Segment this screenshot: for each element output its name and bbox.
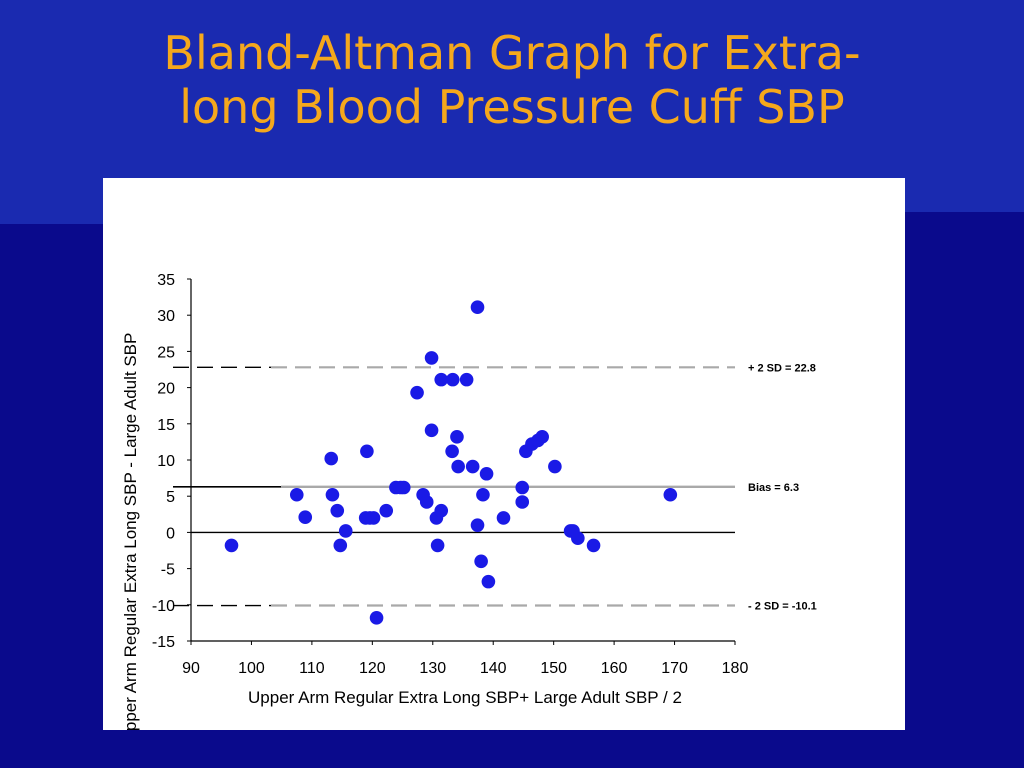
data-point: [445, 372, 460, 387]
data-point: [481, 574, 496, 589]
data-point: [424, 423, 439, 438]
data-point: [459, 372, 474, 387]
data-point: [470, 300, 485, 315]
data-point: [224, 538, 239, 553]
x-tick-label: 100: [238, 660, 265, 677]
y-tick-label: 20: [157, 381, 175, 398]
data-point: [515, 495, 530, 509]
data-point: [535, 430, 549, 444]
data-point: [451, 459, 465, 474]
y-tick-label: 30: [157, 308, 175, 325]
reference-label-1: Bias = 6.3: [748, 482, 799, 494]
x-tick-label: 90: [182, 660, 200, 677]
data-point: [434, 372, 449, 387]
data-point: [369, 611, 384, 625]
x-axis-label: Upper Arm Regular Extra Long SBP+ Large …: [248, 688, 682, 707]
y-tick-label: 5: [166, 489, 175, 506]
data-point: [338, 524, 353, 538]
data-point: [515, 480, 530, 495]
y-tick-label: -10: [152, 598, 175, 615]
data-point: [324, 451, 339, 466]
x-tick-label: 130: [419, 660, 446, 677]
y-tick-label: 0: [166, 525, 175, 542]
reference-lines: [173, 366, 735, 607]
x-tick-label: 160: [601, 660, 628, 677]
y-tick-label: 15: [157, 417, 175, 434]
slide-title: Bland-Altman Graph for Extra- long Blood…: [40, 26, 984, 134]
data-point: [474, 554, 488, 569]
data-point: [476, 487, 490, 502]
y-tick-label: 10: [157, 453, 175, 470]
chart-panel: 35 30 25 20 15 10 5 0 -5 -10 -15 90 100 110 120 130 140 1…: [103, 178, 905, 730]
data-point: [298, 510, 313, 524]
x-tick-label: 150: [540, 660, 567, 677]
data-point: [410, 385, 424, 400]
data-point: [548, 459, 562, 474]
data-point: [360, 444, 374, 459]
x-tick-label: 120: [359, 660, 386, 677]
x-tick-label: 180: [722, 660, 749, 677]
reference-label-2: - 2 SD = -10.1: [748, 601, 817, 613]
reference-labels: + 2 SD = 22.8 Bias = 6.3 - 2 SD = -10.1: [748, 362, 817, 612]
slide-title-line-1: Bland-Altman Graph for Extra-: [163, 26, 861, 80]
slide-title-line-2: long Blood Pressure Cuff SBP: [179, 80, 845, 134]
data-point: [586, 538, 601, 553]
data-point: [333, 538, 348, 553]
data-point: [379, 503, 394, 518]
reference-label-0: + 2 SD = 22.8: [748, 362, 816, 374]
axes: [190, 279, 735, 642]
data-point: [450, 430, 464, 444]
data-point: [496, 511, 511, 525]
data-point: [289, 487, 304, 502]
x-tick-label: 170: [661, 660, 688, 677]
data-points: [224, 300, 678, 625]
data-point: [366, 511, 381, 525]
x-tick-label: 110: [299, 660, 325, 677]
y-tick-label: 25: [157, 344, 175, 361]
data-point: [430, 538, 445, 553]
data-point: [465, 459, 480, 474]
x-tick-label: 140: [480, 660, 507, 677]
y-axis-label: Upper Arm Regular Extra Long SBP - Large…: [121, 333, 140, 730]
data-point: [445, 444, 459, 459]
y-tick-label: -5: [161, 562, 175, 579]
data-point: [470, 518, 485, 532]
data-point: [479, 466, 494, 481]
y-tick-label: 35: [157, 272, 175, 289]
data-point: [571, 531, 585, 545]
bland-altman-chart: 35 30 25 20 15 10 5 0 -5 -10 -15 90 100 110 120 130 140 1…: [121, 272, 817, 730]
title-background-band-tail: [0, 212, 110, 224]
data-point: [330, 503, 345, 518]
title-background-band: [0, 0, 1024, 212]
ticks: 35 30 25 20 15 10 5 0 -5 -10 -15 90 100 110 120 130 140 1…: [152, 272, 749, 677]
data-point: [663, 487, 678, 502]
data-point: [424, 351, 439, 365]
data-point: [396, 480, 411, 495]
data-point: [325, 487, 340, 502]
data-point: [434, 503, 449, 518]
y-tick-label: -15: [152, 634, 175, 651]
data-point: [419, 495, 434, 509]
